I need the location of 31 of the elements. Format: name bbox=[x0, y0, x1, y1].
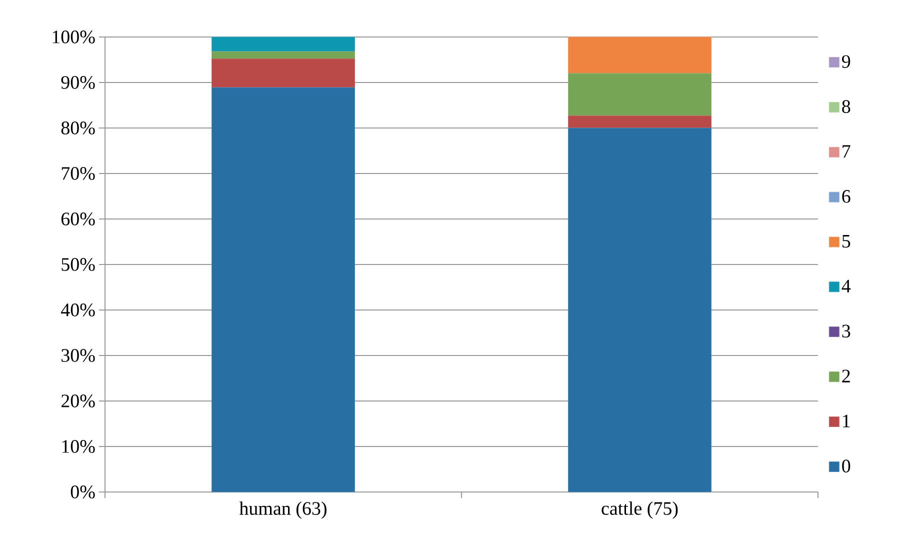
y-tick-label: 30% bbox=[62, 349, 95, 362]
y-tick-label: 90% bbox=[61, 76, 95, 89]
bar bbox=[212, 87, 356, 492]
legend-label: 0 bbox=[842, 460, 850, 472]
legend-label: 5 bbox=[842, 235, 850, 248]
y-tick-label: 80% bbox=[61, 122, 95, 134]
legend-label: 4 bbox=[842, 280, 851, 292]
y-tick-label: 40% bbox=[61, 304, 95, 316]
y-tick-label: 100% bbox=[52, 30, 95, 44]
bar bbox=[568, 128, 712, 492]
y-tick-label: 10% bbox=[62, 440, 95, 453]
y-tick-label: 60% bbox=[61, 212, 95, 226]
legend-label: 6 bbox=[842, 190, 850, 203]
bar bbox=[212, 51, 356, 60]
legend-label: 9 bbox=[842, 55, 850, 68]
bar bbox=[212, 58, 356, 88]
x-tick-label: human (63) bbox=[239, 502, 326, 519]
legend-label: 2 bbox=[842, 370, 850, 382]
bar bbox=[212, 36, 356, 52]
legend-label: 1 bbox=[843, 414, 850, 428]
legend-label: 3 bbox=[842, 324, 850, 338]
legend-label: 7 bbox=[842, 145, 850, 158]
bar bbox=[568, 73, 712, 116]
y-tick-label: 70% bbox=[62, 167, 95, 180]
y-tick-label: 50% bbox=[62, 258, 95, 271]
y-tick-label: 0% bbox=[70, 486, 95, 498]
bar bbox=[568, 115, 712, 128]
bar bbox=[568, 36, 712, 74]
y-tick-label: 20% bbox=[61, 394, 95, 408]
legend-label: 8 bbox=[842, 100, 850, 113]
x-tick-label: cattle (75) bbox=[602, 502, 678, 519]
